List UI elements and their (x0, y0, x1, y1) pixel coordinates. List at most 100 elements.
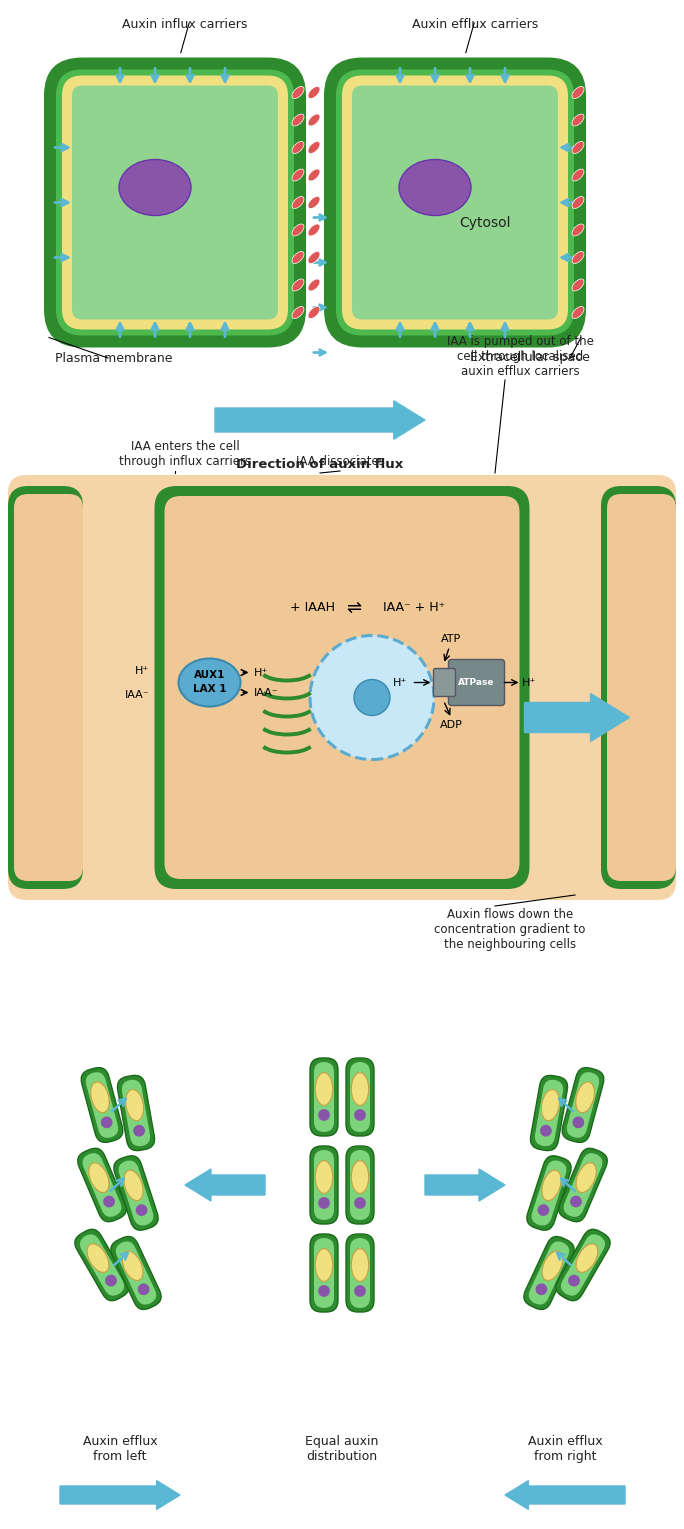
Ellipse shape (354, 1284, 366, 1297)
Text: Auxin efflux
from left: Auxin efflux from left (83, 1436, 157, 1463)
FancyBboxPatch shape (527, 1156, 571, 1231)
Text: Cytosol: Cytosol (459, 216, 511, 229)
FancyBboxPatch shape (116, 1242, 157, 1304)
Ellipse shape (292, 142, 304, 153)
Text: ⇌: ⇌ (346, 598, 362, 616)
FancyBboxPatch shape (118, 1075, 155, 1151)
Ellipse shape (572, 142, 584, 153)
FancyBboxPatch shape (310, 1058, 338, 1136)
Ellipse shape (542, 1090, 560, 1121)
Ellipse shape (137, 1283, 150, 1295)
FancyBboxPatch shape (601, 486, 676, 888)
Ellipse shape (576, 1162, 596, 1193)
FancyBboxPatch shape (314, 1063, 334, 1131)
Text: ADP: ADP (440, 720, 463, 731)
Text: H⁺: H⁺ (135, 665, 150, 676)
FancyBboxPatch shape (346, 1147, 374, 1225)
Text: IAA⁻: IAA⁻ (125, 690, 150, 699)
Ellipse shape (308, 223, 320, 235)
Ellipse shape (536, 1283, 547, 1295)
Circle shape (354, 679, 390, 716)
FancyBboxPatch shape (314, 1150, 334, 1220)
Ellipse shape (308, 87, 320, 98)
Ellipse shape (318, 1109, 330, 1121)
Ellipse shape (101, 1116, 113, 1128)
FancyBboxPatch shape (86, 1072, 118, 1138)
Text: IAA⁻ + H⁺: IAA⁻ + H⁺ (383, 601, 445, 615)
Ellipse shape (572, 170, 584, 180)
FancyBboxPatch shape (556, 1229, 610, 1301)
FancyBboxPatch shape (561, 1234, 605, 1295)
Ellipse shape (573, 1116, 584, 1128)
Ellipse shape (540, 1125, 552, 1136)
Ellipse shape (90, 1083, 109, 1113)
Text: Direction of auxin flux: Direction of auxin flux (237, 459, 404, 471)
Ellipse shape (122, 1251, 143, 1280)
FancyBboxPatch shape (350, 1063, 370, 1131)
FancyBboxPatch shape (78, 1148, 127, 1222)
FancyBboxPatch shape (83, 1153, 122, 1217)
FancyArrow shape (215, 401, 425, 439)
FancyBboxPatch shape (122, 1079, 150, 1147)
Ellipse shape (308, 115, 320, 125)
Ellipse shape (576, 1083, 594, 1113)
Ellipse shape (354, 1197, 366, 1209)
Ellipse shape (572, 197, 584, 208)
Ellipse shape (572, 87, 584, 98)
FancyBboxPatch shape (530, 1075, 568, 1151)
Ellipse shape (179, 659, 241, 706)
Ellipse shape (308, 251, 320, 263)
Text: LAX 1: LAX 1 (193, 685, 226, 694)
Text: Auxin efflux
from right: Auxin efflux from right (527, 1436, 603, 1463)
Ellipse shape (292, 251, 304, 263)
FancyBboxPatch shape (531, 1161, 566, 1226)
FancyBboxPatch shape (310, 1234, 338, 1312)
Ellipse shape (352, 1073, 369, 1105)
FancyArrow shape (185, 1170, 265, 1200)
Text: H⁺: H⁺ (521, 677, 536, 688)
FancyBboxPatch shape (324, 58, 586, 347)
FancyBboxPatch shape (346, 1234, 374, 1312)
Ellipse shape (315, 1161, 332, 1193)
FancyBboxPatch shape (14, 494, 83, 881)
Ellipse shape (308, 142, 320, 153)
Text: ATPase: ATPase (458, 677, 495, 687)
Text: H⁺: H⁺ (393, 677, 408, 688)
Text: Equal auxin
distribution: Equal auxin distribution (305, 1436, 379, 1463)
Ellipse shape (572, 278, 584, 291)
Ellipse shape (572, 223, 584, 235)
Text: Auxin efflux carriers: Auxin efflux carriers (412, 18, 538, 31)
Ellipse shape (135, 1205, 148, 1216)
Ellipse shape (292, 306, 304, 318)
Ellipse shape (399, 159, 471, 216)
Ellipse shape (133, 1125, 145, 1136)
FancyBboxPatch shape (567, 1072, 599, 1138)
FancyBboxPatch shape (449, 659, 505, 705)
Ellipse shape (318, 1284, 330, 1297)
Ellipse shape (576, 1243, 598, 1272)
Ellipse shape (124, 1170, 143, 1200)
FancyBboxPatch shape (44, 58, 306, 347)
FancyBboxPatch shape (72, 86, 278, 320)
Ellipse shape (318, 1197, 330, 1209)
FancyBboxPatch shape (164, 495, 520, 879)
FancyArrow shape (60, 1480, 180, 1509)
Ellipse shape (538, 1205, 549, 1216)
FancyBboxPatch shape (434, 668, 456, 697)
Text: Auxin flows down the
concentration gradient to
the neighbouring cells: Auxin flows down the concentration gradi… (434, 908, 586, 951)
Text: Auxin influx carriers: Auxin influx carriers (122, 18, 248, 31)
Ellipse shape (292, 278, 304, 291)
Ellipse shape (308, 278, 320, 291)
Ellipse shape (570, 1196, 582, 1208)
FancyArrow shape (525, 694, 629, 742)
FancyBboxPatch shape (62, 75, 288, 330)
Text: IAA dissociates: IAA dissociates (295, 456, 384, 468)
FancyBboxPatch shape (80, 1234, 124, 1295)
Ellipse shape (572, 115, 584, 125)
Text: H⁺: H⁺ (254, 668, 267, 677)
Text: IAA enters the cell
through influx carriers: IAA enters the cell through influx carri… (119, 440, 251, 468)
FancyBboxPatch shape (535, 1079, 563, 1147)
Ellipse shape (572, 251, 584, 263)
Ellipse shape (292, 115, 304, 125)
Ellipse shape (308, 197, 320, 208)
